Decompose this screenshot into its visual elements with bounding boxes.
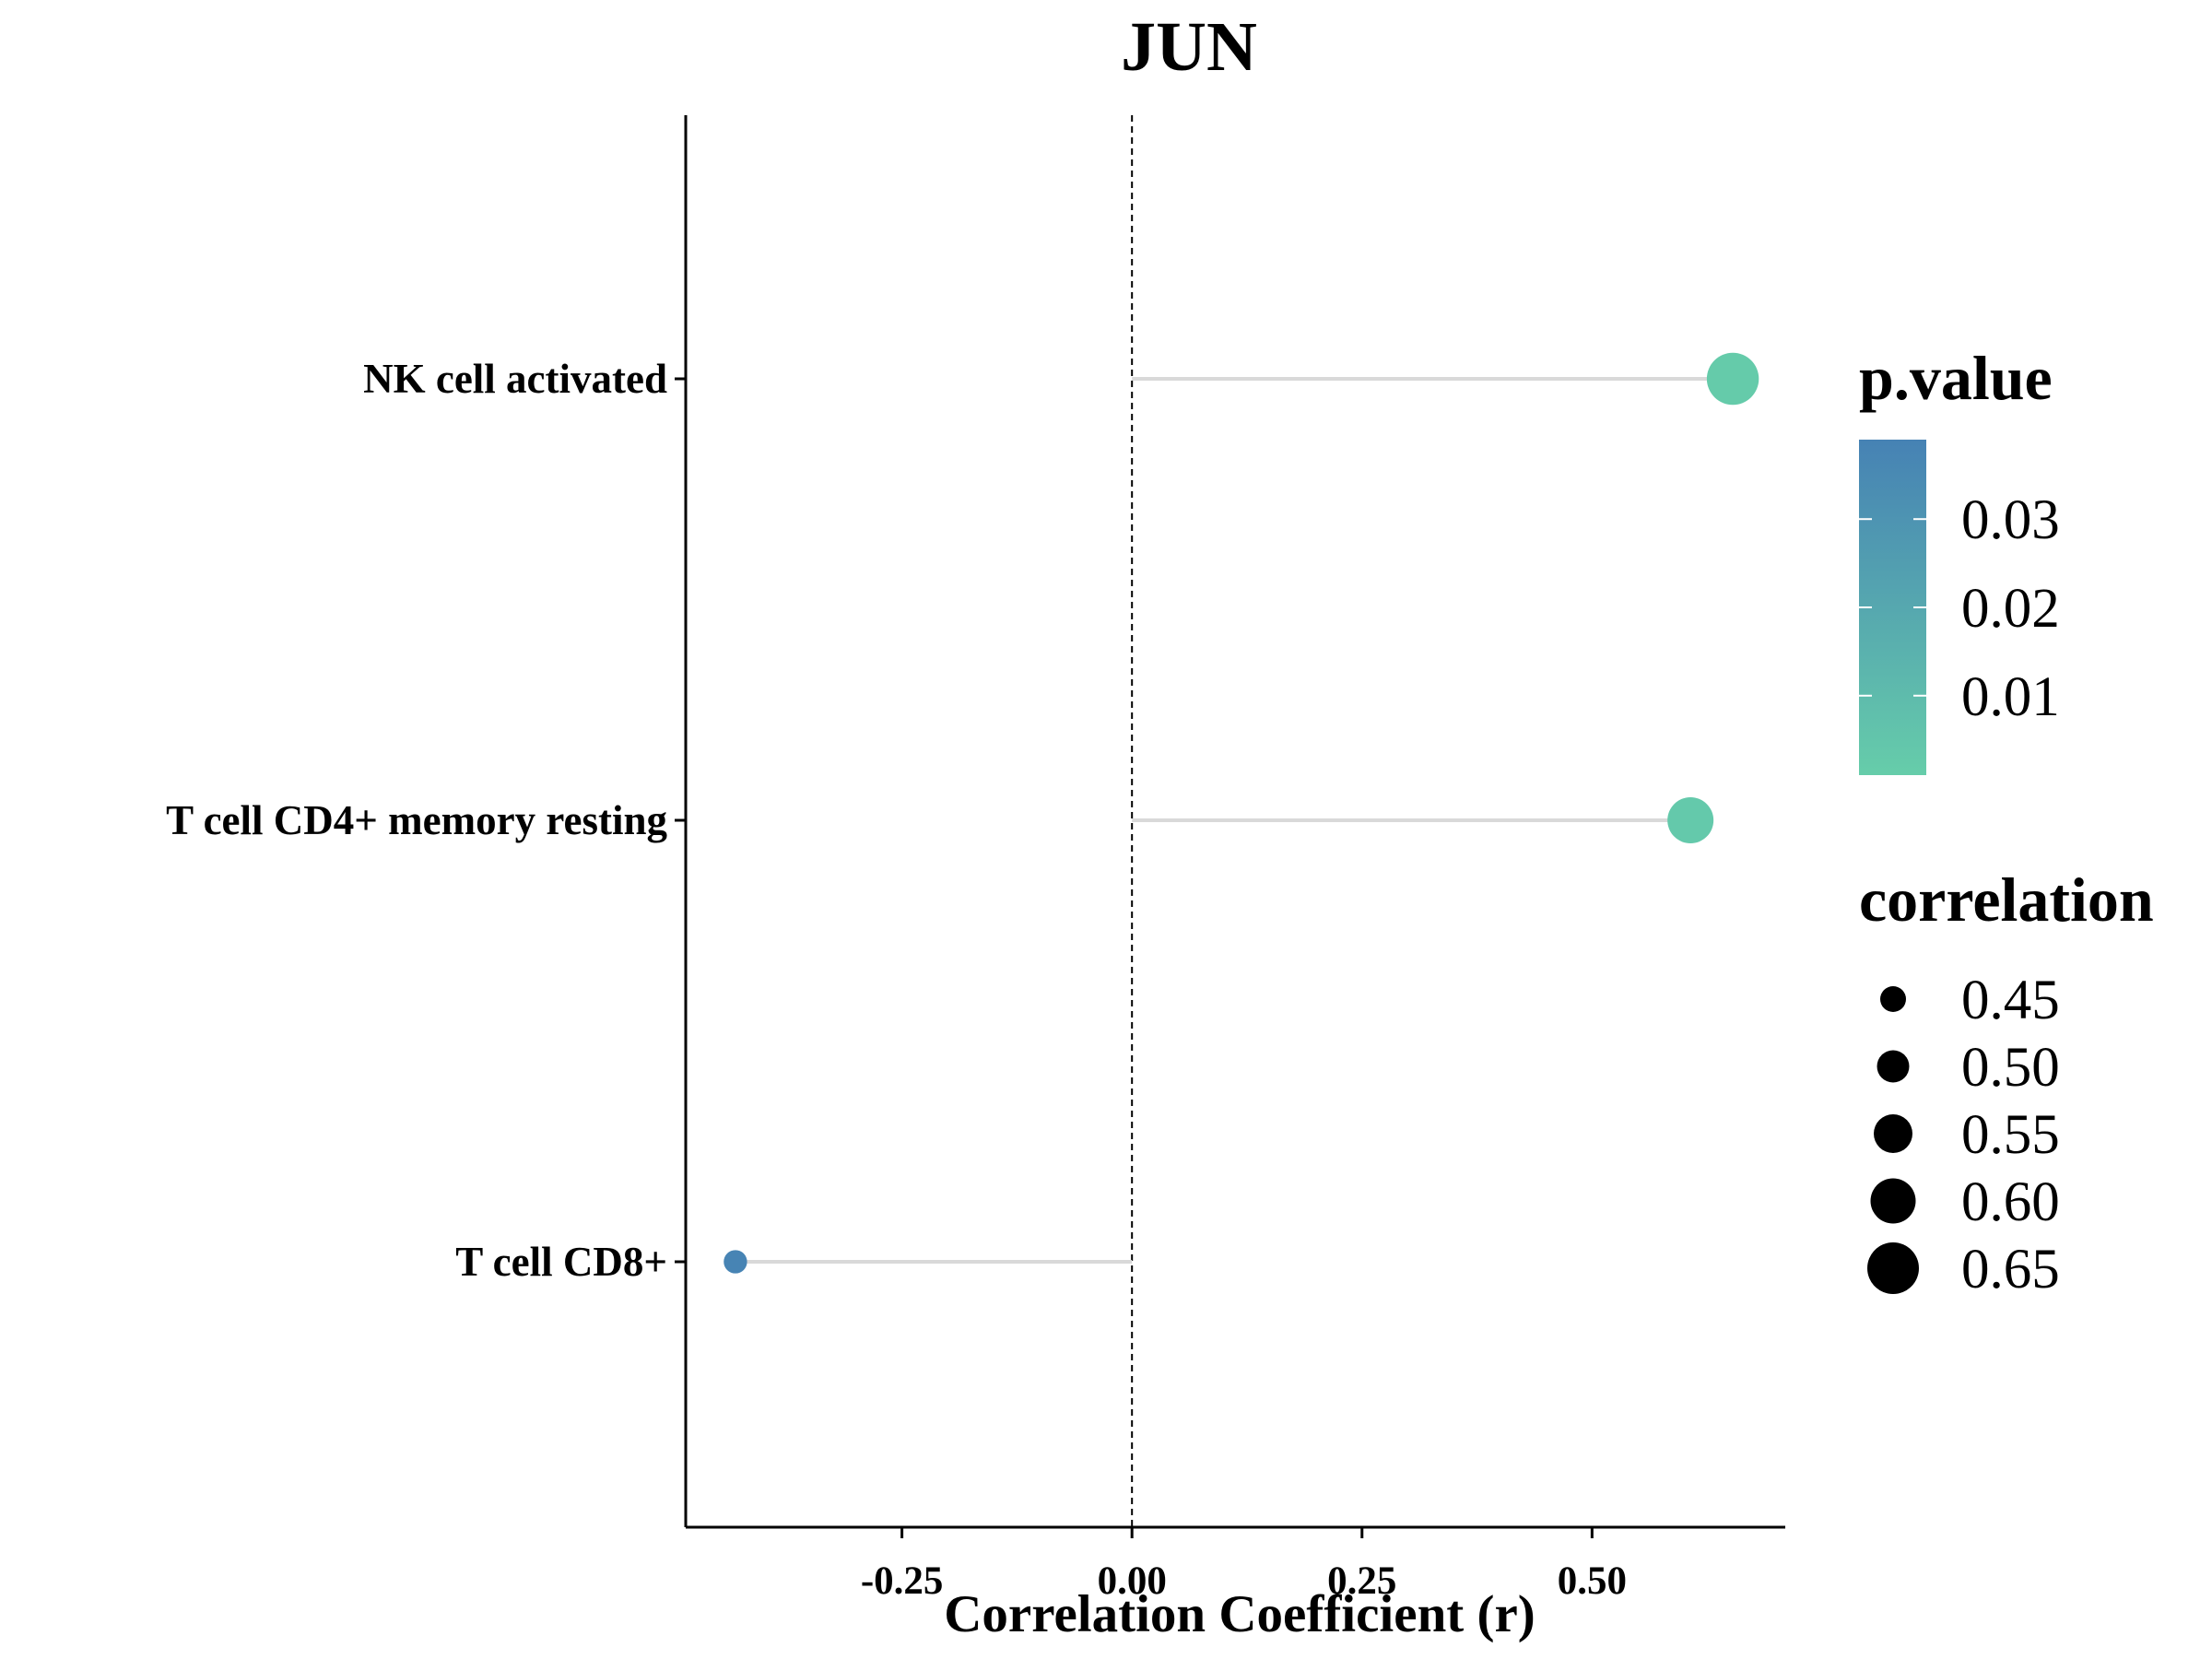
legend-size-keys: 0.450.500.550.600.65 (1867, 970, 2060, 1300)
legend-pvalue: p.value 0.03 0.02 0.01 (1859, 343, 2060, 775)
lollipop-point (724, 1250, 747, 1274)
legend-size-key (1867, 1242, 1919, 1294)
x-tick-label: 0.50 (1558, 1559, 1627, 1603)
colorbar-tick-label: 0.02 (1961, 578, 2060, 640)
x-tick-label: 0.25 (1327, 1559, 1396, 1603)
legend-correlation: correlation 0.450.500.550.600.65 (1859, 865, 2154, 1300)
lollipop-point (1667, 797, 1714, 843)
legend-correlation-title: correlation (1859, 865, 2154, 935)
legend-colorbar-ticks: 0.03 0.02 0.01 (1859, 489, 2060, 728)
x-tick-label: -0.25 (861, 1559, 944, 1603)
x-axis-title: Correlation Coefficient (r) (944, 1585, 1535, 1643)
legend-size-key (1880, 986, 1906, 1012)
legend-size-label: 0.65 (1961, 1239, 2060, 1300)
y-category-label: T cell CD4+ memory resting (166, 797, 667, 843)
y-category-label: T cell CD8+ (455, 1239, 667, 1285)
lollipop-points (724, 352, 1759, 1274)
y-axis-categories: NK cell activated T cell CD4+ memory rest… (166, 356, 686, 1285)
x-tick-label: 0.00 (1098, 1559, 1167, 1603)
legend-size-key (1877, 1050, 1910, 1083)
legend-size-key (1870, 1178, 1916, 1224)
legend-size-label: 0.50 (1961, 1037, 2060, 1099)
legend-size-key (1874, 1114, 1912, 1153)
colorbar-tick-label: 0.03 (1961, 489, 2060, 551)
lollipop-point (1706, 352, 1759, 406)
chart-title: JUN (1121, 8, 1257, 86)
legend-size-label: 0.45 (1961, 970, 2060, 1031)
x-axis-ticks: -0.25 0.00 0.25 0.50 (861, 1527, 1627, 1603)
lollipop-stems (735, 377, 1734, 1264)
legend-size-label: 0.55 (1961, 1104, 2060, 1166)
colorbar-tick-label: 0.01 (1961, 666, 2060, 728)
legend-size-label: 0.60 (1961, 1171, 2060, 1233)
y-category-label: NK cell activated (363, 356, 667, 402)
plot-area: -0.25 0.00 0.25 0.50 NK cell activated T cel… (166, 115, 1785, 1603)
legend-pvalue-title: p.value (1859, 343, 2053, 413)
